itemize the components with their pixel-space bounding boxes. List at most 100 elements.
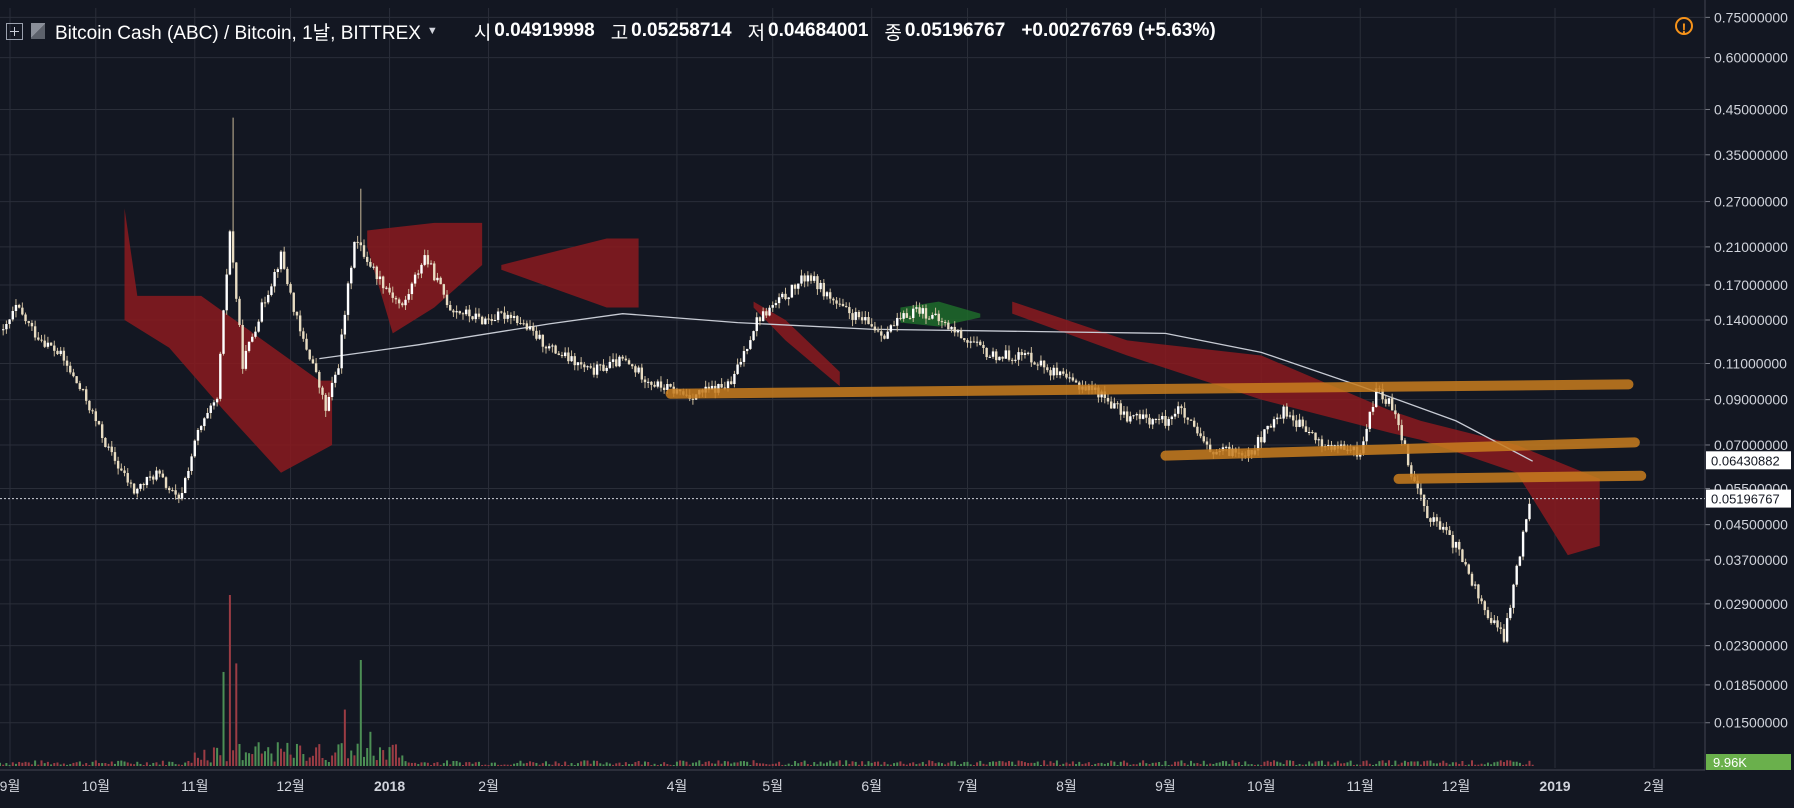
candle-body [554, 345, 557, 354]
volume-bar [564, 761, 567, 766]
volume-bar [567, 765, 570, 766]
volume-bar [643, 761, 646, 766]
candle-body [212, 402, 216, 406]
candle-body [1502, 628, 1506, 642]
candle-body [1390, 398, 1394, 411]
volume-bar [235, 663, 238, 766]
volume-bar [1110, 760, 1113, 766]
candle-body [206, 412, 209, 419]
candle-body [24, 314, 27, 322]
candle-body [126, 473, 129, 483]
candle-body [56, 350, 59, 355]
cloud-bear [124, 208, 333, 473]
volume-bar [1253, 764, 1256, 766]
volume-bar [356, 743, 359, 766]
volume-bar [279, 748, 282, 766]
candle-body [528, 326, 532, 330]
volume-bar [1394, 760, 1397, 766]
candle-body [53, 345, 56, 351]
candle-body [228, 231, 232, 275]
volume-bar [203, 749, 206, 766]
expand-icon[interactable] [6, 22, 23, 40]
volume-bar [27, 762, 30, 766]
candle-body [1122, 411, 1126, 415]
symbol-title[interactable]: Bitcoin Cash (ABC) / Bitcoin, 1날, BITTRE… [55, 22, 421, 44]
volume-bar [1506, 760, 1509, 766]
warning-icon[interactable]: ! [1675, 17, 1693, 36]
candle-body [506, 314, 509, 319]
candle-body [800, 275, 803, 284]
volume-bar [918, 763, 921, 766]
volume-bar [1423, 761, 1426, 766]
candle-body [618, 356, 621, 367]
volume-bar [126, 762, 129, 766]
volume-bar [104, 763, 107, 766]
candle-body [755, 317, 758, 332]
volume-bar [1442, 760, 1445, 766]
candle-body [88, 400, 91, 411]
volume-bar [273, 761, 276, 766]
candle-body [1499, 627, 1502, 629]
volume-bar [535, 762, 538, 766]
volume-bar [238, 743, 241, 766]
candle-body [1397, 414, 1400, 426]
volume-bar [956, 764, 959, 766]
volume-bar [244, 752, 247, 766]
volume-bar [363, 756, 366, 766]
candle-body [854, 311, 857, 320]
volume-bar [34, 760, 37, 766]
volume-bar [637, 761, 640, 766]
volume-bar [37, 764, 40, 766]
volume-bar [829, 760, 832, 766]
volume-bar [139, 763, 142, 766]
candle-body [174, 490, 177, 495]
candle-body [599, 364, 602, 366]
candle-body [183, 478, 187, 494]
trendline[interactable] [1160, 437, 1640, 461]
volume-bar [723, 761, 726, 766]
volume-bar [746, 761, 749, 766]
candle-body [282, 251, 286, 269]
volume-bar [1276, 761, 1279, 766]
candle-body [516, 316, 519, 324]
volume-bar [861, 761, 864, 766]
volume-bar [819, 761, 822, 766]
candle-body [1208, 444, 1212, 452]
candle-body [988, 356, 992, 358]
trendline[interactable] [1393, 470, 1647, 484]
candle-body [69, 365, 72, 373]
candle-body [1480, 598, 1483, 602]
volume-bar [439, 764, 442, 766]
candle-body [305, 338, 308, 350]
candle-body [116, 460, 120, 469]
volume-bar [1324, 764, 1327, 766]
volume-bar [248, 753, 251, 766]
volume-bar [1103, 763, 1106, 766]
x-tick-label: 12월 [276, 778, 304, 794]
candle-body [1001, 356, 1004, 359]
x-tick-label: 8월 [1056, 778, 1077, 794]
volume-bar [315, 747, 318, 766]
volume-bar [1244, 761, 1247, 766]
y-tick-label: 0.60000000 [1714, 50, 1788, 66]
candle-body [781, 293, 784, 298]
low-value: 0.04684001 [768, 20, 869, 41]
chevron-down-icon[interactable]: ▼ [426, 25, 438, 37]
volume-bar [267, 747, 270, 766]
trendline[interactable] [665, 379, 1634, 399]
volume-bar [299, 745, 302, 766]
candle-body [758, 317, 762, 322]
volume-bar [337, 744, 340, 766]
candle-body [308, 349, 311, 360]
candle-body [956, 330, 960, 333]
x-tick-label: 12월 [1442, 778, 1470, 794]
low-label: 저 [747, 22, 766, 44]
candle-body [1116, 403, 1119, 405]
volume-bar [848, 763, 851, 766]
volume-bar [529, 761, 532, 766]
candle-body [187, 470, 190, 479]
volume-bar [1250, 764, 1253, 766]
volume-bar [1486, 762, 1489, 766]
candle-body [790, 284, 794, 298]
